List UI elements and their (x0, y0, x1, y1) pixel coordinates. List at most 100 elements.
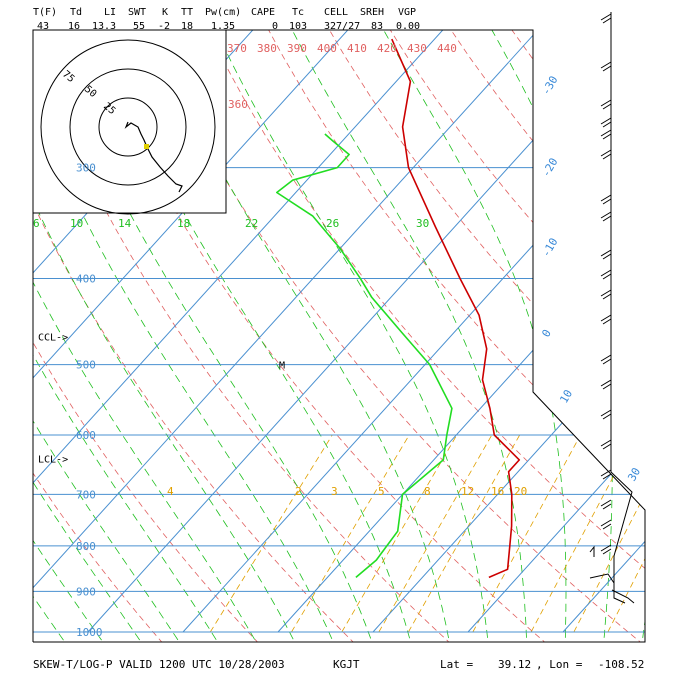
theta-label-400: 400 (317, 42, 337, 55)
dry-adiabat-280 (33, 30, 459, 642)
isotherm--40 (33, 30, 556, 633)
header-value-tc: 103 (289, 21, 307, 32)
moist-adiabat--22 (33, 30, 148, 642)
header-label-pw: Pw(cm) (205, 7, 241, 18)
hodograph: 75 50 25 (32, 29, 227, 215)
wind-barb-13 (600, 379, 612, 387)
wind-barbs (589, 12, 635, 604)
header-label-sreh: SREH (360, 7, 384, 18)
wind-barb-4 (600, 129, 612, 137)
wind-barb-16 (600, 469, 612, 477)
header-label-td: Td (70, 7, 82, 18)
header-label-cell: CELL (324, 7, 348, 18)
dry-adiabat-290 (78, 30, 556, 642)
footer-lat-label: Lat = (440, 658, 473, 671)
mixing-ratio-label-6: 16 (491, 485, 504, 498)
mixing-ratio-16 (573, 434, 645, 633)
wind-barb-7 (600, 211, 612, 219)
wind-barb-18 (600, 519, 612, 527)
wind-barb-feather-3 (602, 121, 612, 128)
header-indices: T(F) Td LI SWT K TT Pw(cm) CAPE Tc CELL … (33, 7, 420, 32)
moist-adiabat-22 (372, 30, 567, 642)
level-mark-lcl: LCL-> (38, 455, 68, 466)
plot-frame (32, 29, 646, 643)
thetae-label-18: 18 (177, 217, 190, 230)
isotherm-10 (467, 30, 645, 633)
wind-barb-12 (600, 354, 612, 362)
theta-label-440: 440 (437, 42, 457, 55)
wind-barb-11 (600, 314, 612, 322)
moist-adiabat--6 (33, 30, 300, 642)
moist-adiabat--10 (33, 30, 262, 642)
header-value-li: 13.3 (92, 21, 116, 32)
isotherm-label-0: 0 (539, 327, 554, 339)
wind-barb-19 (600, 544, 612, 552)
theta-label-360: 360 (228, 98, 248, 111)
mixing-ratio-label-3: 5 (378, 485, 385, 498)
wind-barb-9 (600, 269, 612, 277)
dry-adiabat-320 (258, 30, 645, 642)
pressure-tick-300: 300 (76, 162, 96, 175)
moist-adiabat--14 (33, 30, 224, 642)
pressure-tick-500: 500 (76, 359, 96, 372)
wind-barb-surface-b (589, 573, 615, 584)
header-value-sreh: 83 (371, 21, 383, 32)
header-value-k: -2 (158, 21, 170, 32)
thetae-label-26: 26 (326, 217, 339, 230)
pressure-tick-400: 400 (76, 273, 96, 286)
header-label-tf: T(F) (33, 7, 57, 18)
wind-barb-feather-10 (602, 293, 612, 300)
isotherm-label--10: -10 (539, 236, 560, 260)
mixing-ratio-label-2: 3 (331, 485, 338, 498)
mixing-ratio-20 (607, 434, 645, 633)
dry-adiabat-380 (617, 30, 645, 642)
isotherm--50 (33, 30, 461, 633)
footer-lon-value: -108.52 (598, 658, 644, 671)
moist-adiabat--2 (33, 30, 338, 642)
wind-barb-5 (600, 149, 612, 157)
level-mark-m: M (279, 361, 285, 372)
isotherm--10 (277, 30, 645, 633)
header-label-swt: SWT (128, 7, 146, 18)
header-value-pw: 1.35 (211, 21, 235, 32)
isotherm-30 (658, 11, 680, 632)
dewpoint-trace (275, 133, 453, 579)
theta-label-380: 380 (257, 42, 277, 55)
isotherm-label-30: 30 (625, 466, 643, 484)
dry-adiabat-270 (33, 30, 363, 642)
isotherm--20 (182, 30, 645, 633)
mixing-ratio-3 (341, 434, 458, 633)
wind-barb-feather-14 (602, 413, 612, 420)
moist-adiabat-30 (603, 30, 645, 642)
pressure-tick-1000: 1000 (76, 626, 103, 639)
wind-barb-surface-a (589, 545, 595, 557)
hodograph-ring-25 (98, 97, 158, 157)
wind-barb-feather-12 (602, 358, 612, 365)
header-label-k: K (162, 7, 168, 18)
pressure-tick-600: 600 (76, 429, 96, 442)
level-mark-ccl: CCL-> (38, 333, 68, 344)
mixing-ratio-12 (530, 434, 636, 633)
theta-label-430: 430 (407, 42, 427, 55)
isotherm-0 (372, 30, 645, 633)
wind-barb-feather-19 (602, 548, 612, 555)
wind-barb-feather-9 (602, 273, 612, 280)
moist-adiabat-10 (143, 30, 452, 642)
header-value-cape: 0 (272, 21, 278, 32)
wind-barb-surface-c (611, 589, 635, 604)
wind-barb-6 (600, 194, 612, 202)
wind-barb-14 (600, 409, 612, 417)
temperature-trace (391, 38, 521, 579)
footer: SKEW-T/LOG-P VALID 1200 UTC 10/28/2003 K… (33, 658, 644, 671)
mixing-ratio-8 (472, 434, 581, 633)
wind-barb-feather-0 (602, 17, 612, 24)
wind-barb-3 (600, 117, 612, 125)
wind-barb-feather-8 (602, 253, 612, 260)
footer-lon-label: , Lon = (536, 658, 583, 671)
wind-barb-feather-1 (602, 65, 612, 72)
wind-barb-feather-11 (602, 318, 612, 325)
wind-barb-staff (610, 12, 633, 604)
wind-barb-feather-7 (602, 215, 612, 222)
wind-barb-feather-16 (602, 473, 612, 480)
